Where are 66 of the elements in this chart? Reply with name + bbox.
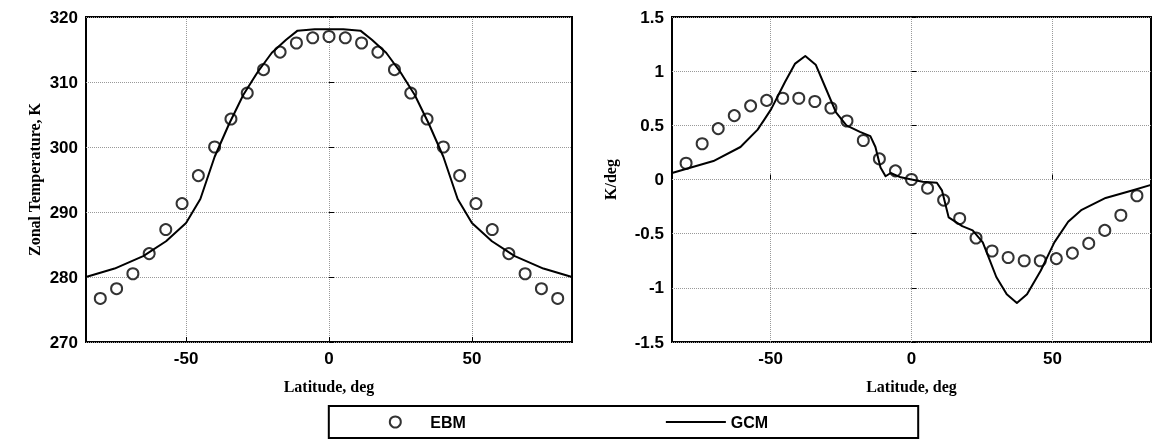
y-tick-label: 1.5: [640, 7, 664, 27]
x-tick-label: 0: [324, 349, 334, 368]
point: [453, 169, 467, 183]
y-tick-label: 1: [654, 61, 664, 81]
point: [776, 91, 790, 105]
y-tick-label: 0: [654, 170, 664, 189]
point: [727, 109, 741, 123]
point: [792, 91, 806, 105]
point: [921, 181, 935, 195]
point: [191, 169, 205, 183]
point: [93, 291, 107, 305]
y-tick-label: 0.5: [640, 115, 664, 135]
point: [1049, 252, 1063, 266]
point: [1033, 254, 1047, 268]
point: [953, 212, 967, 225]
point: [679, 156, 693, 170]
y-tick-label: -0.5: [634, 224, 664, 244]
point: [711, 122, 725, 136]
y-tick-label: -1.5: [634, 332, 664, 352]
point: [273, 45, 287, 59]
point: [1001, 251, 1015, 264]
point: [159, 223, 173, 237]
point: [1082, 236, 1096, 250]
point: [469, 197, 483, 211]
point: [306, 31, 320, 45]
x-tick-label: 0: [906, 349, 917, 368]
point: [1017, 254, 1031, 268]
y-tick-label: 280: [49, 267, 78, 287]
y-tick-label: 270: [49, 332, 78, 352]
point: [338, 31, 352, 45]
y-tick-label: 300: [49, 137, 78, 157]
point: [744, 99, 758, 113]
point: [985, 244, 999, 258]
point: [371, 45, 385, 59]
point: [289, 36, 303, 50]
point: [760, 93, 774, 107]
y-tick-label: -1: [648, 278, 664, 298]
y-axis-title: Zonal Temperature, K: [25, 102, 44, 257]
y-axis-title: K/deg: [601, 159, 620, 200]
x-axis-title: Latitude, deg: [283, 377, 375, 396]
point: [1065, 246, 1079, 260]
x-tick-label: -50: [758, 349, 783, 368]
x-tick-label: 50: [462, 349, 482, 368]
point: [1114, 208, 1128, 222]
legend-label: GCM: [730, 413, 769, 431]
x-axis-title: Latitude, deg: [866, 377, 957, 396]
y-tick-label: 290: [49, 202, 78, 222]
point: [1098, 223, 1112, 237]
y-tick-label: 320: [49, 7, 78, 27]
point: [355, 36, 369, 50]
point: [695, 137, 709, 151]
point: [175, 197, 189, 211]
y-tick-label: 310: [49, 72, 78, 92]
point: [856, 134, 870, 147]
point: [110, 282, 124, 296]
point: [322, 30, 336, 43]
x-tick-label: 50: [1042, 349, 1062, 368]
point: [808, 95, 822, 108]
point: [534, 282, 548, 296]
point: [518, 267, 532, 281]
legend-label: EBM: [430, 413, 466, 431]
x-tick-label: -50: [173, 349, 199, 368]
point: [485, 223, 499, 237]
point: [1130, 189, 1144, 203]
point: [551, 291, 565, 305]
point: [126, 267, 140, 281]
